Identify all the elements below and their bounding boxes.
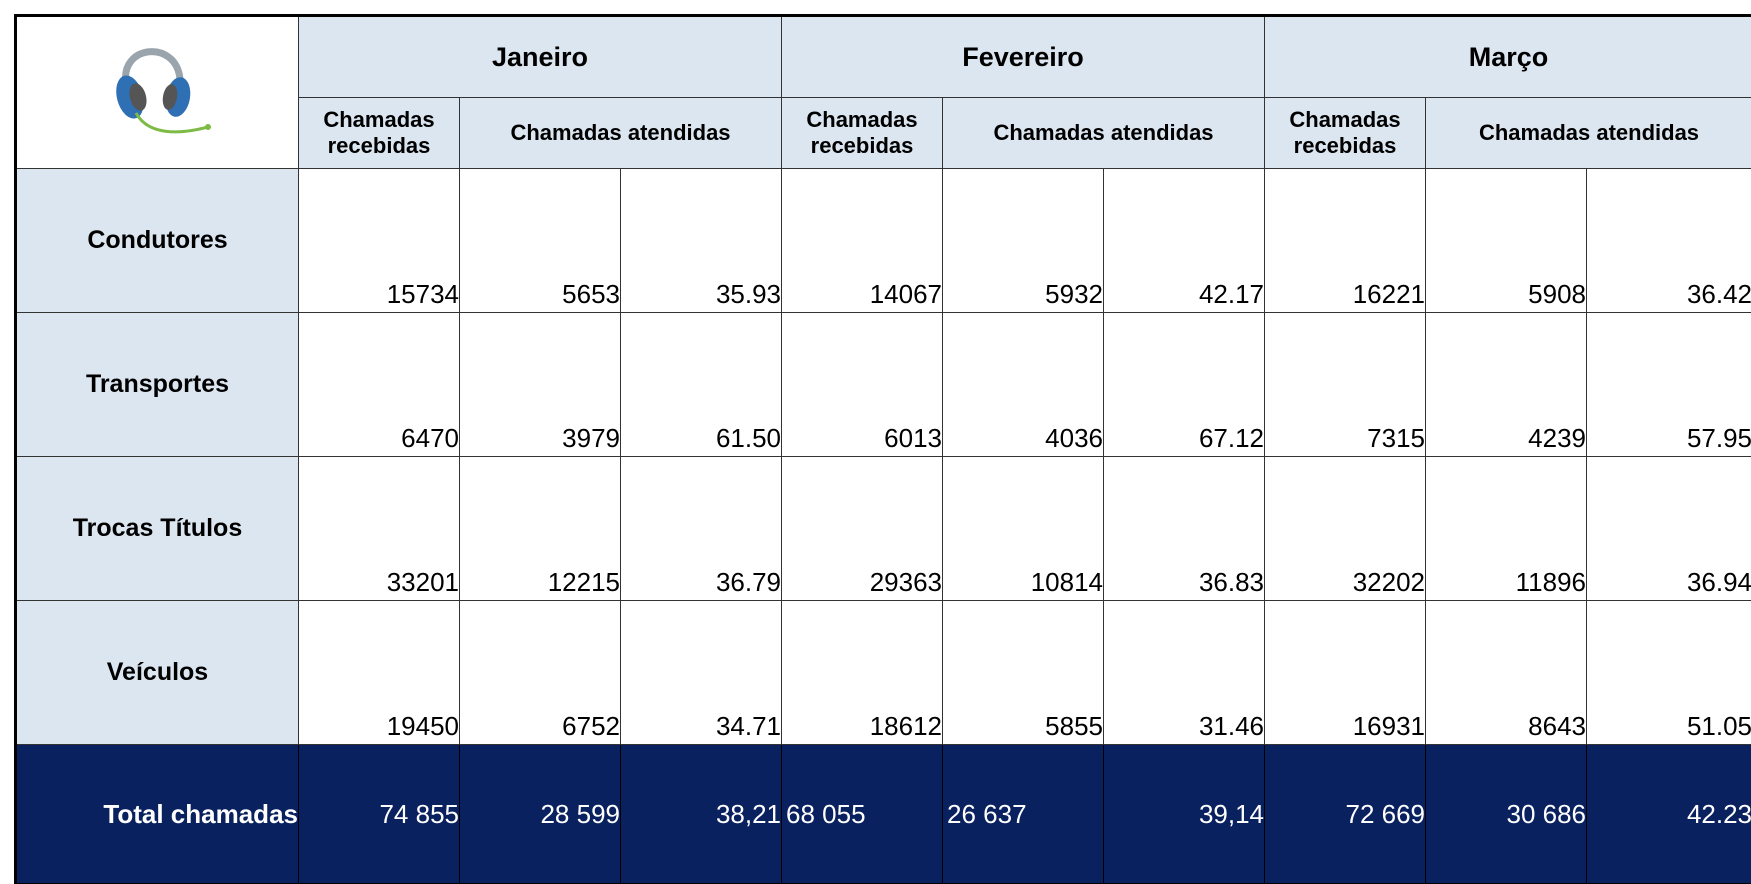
data-cell: 8643: [1426, 601, 1587, 745]
data-cell: 14067: [782, 169, 943, 313]
answered-header: Chamadas atendidas: [943, 98, 1265, 169]
total-cell: 30 686: [1426, 745, 1587, 884]
data-cell: 36.42: [1587, 169, 1751, 313]
answered-header: Chamadas atendidas: [460, 98, 782, 169]
data-cell: 67.12: [1104, 313, 1265, 457]
total-cell: 74 855: [299, 745, 460, 884]
data-cell: 36.94: [1587, 457, 1751, 601]
data-cell: 10814: [943, 457, 1104, 601]
data-cell: 5653: [460, 169, 621, 313]
total-cell: 26 637: [943, 745, 1104, 884]
received-header: Chamadas recebidas: [299, 98, 460, 169]
row-label: Condutores: [16, 169, 299, 313]
total-cell: 72 669: [1265, 745, 1426, 884]
total-cell: 68 055: [782, 745, 943, 884]
row-label: Transportes: [16, 313, 299, 457]
page: JaneiroFevereiroMarço Chamadas recebidas…: [0, 0, 1751, 882]
month-header: Janeiro: [299, 16, 782, 98]
data-cell: 5855: [943, 601, 1104, 745]
data-cell: 36.79: [621, 457, 782, 601]
data-cell: 61.50: [621, 313, 782, 457]
data-cell: 33201: [299, 457, 460, 601]
data-cell: 29363: [782, 457, 943, 601]
data-cell: 42.17: [1104, 169, 1265, 313]
month-header: Março: [1265, 16, 1751, 98]
data-cell: 51.05: [1587, 601, 1751, 745]
total-cell: 39,14: [1104, 745, 1265, 884]
data-cell: 57.95: [1587, 313, 1751, 457]
logo-cell: [16, 16, 299, 169]
received-header: Chamadas recebidas: [782, 98, 943, 169]
data-cell: 6470: [299, 313, 460, 457]
data-cell: 18612: [782, 601, 943, 745]
row-label: Trocas Títulos: [16, 457, 299, 601]
data-cell: 4239: [1426, 313, 1587, 457]
headset-icon: [98, 35, 218, 145]
answered-header: Chamadas atendidas: [1426, 98, 1751, 169]
data-cell: 15734: [299, 169, 460, 313]
data-cell: 32202: [1265, 457, 1426, 601]
data-cell: 7315: [1265, 313, 1426, 457]
total-cell: 42.23: [1587, 745, 1751, 884]
received-header: Chamadas recebidas: [1265, 98, 1426, 169]
data-cell: 11896: [1426, 457, 1587, 601]
data-cell: 5908: [1426, 169, 1587, 313]
data-cell: 12215: [460, 457, 621, 601]
data-cell: 6013: [782, 313, 943, 457]
data-cell: 34.71: [621, 601, 782, 745]
row-label: Veículos: [16, 601, 299, 745]
data-cell: 19450: [299, 601, 460, 745]
data-cell: 16931: [1265, 601, 1426, 745]
total-cell: 38,21: [621, 745, 782, 884]
month-header: Fevereiro: [782, 16, 1265, 98]
data-cell: 4036: [943, 313, 1104, 457]
data-cell: 3979: [460, 313, 621, 457]
data-cell: 36.83: [1104, 457, 1265, 601]
data-cell: 6752: [460, 601, 621, 745]
data-cell: 5932: [943, 169, 1104, 313]
data-cell: 31.46: [1104, 601, 1265, 745]
data-cell: 35.93: [621, 169, 782, 313]
total-cell: 28 599: [460, 745, 621, 884]
total-label: Total chamadas: [16, 745, 299, 884]
data-cell: 16221: [1265, 169, 1426, 313]
